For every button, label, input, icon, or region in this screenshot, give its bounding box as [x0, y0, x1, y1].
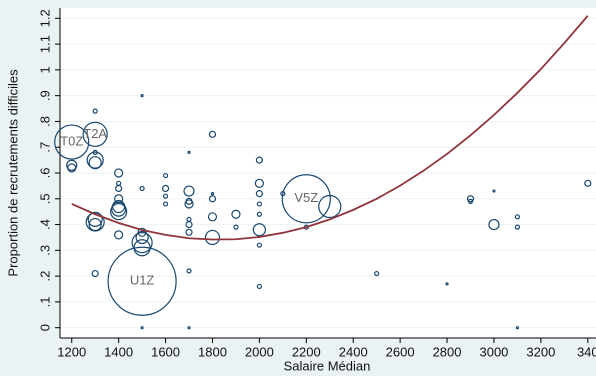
bubble: [162, 193, 169, 199]
bubble: [488, 218, 500, 231]
bubble: [514, 214, 521, 220]
bubble-label: U1Z: [130, 273, 155, 288]
bubble: [374, 270, 380, 277]
y-tick-label: .7: [37, 142, 52, 153]
bubble: [131, 232, 153, 254]
y-axis-title: Proportion de recrutements difficiles: [5, 69, 20, 277]
x-tick-label: 2000: [245, 344, 274, 359]
bubble: [107, 246, 177, 316]
bubble: [140, 326, 144, 330]
bubble: [252, 223, 266, 237]
bubble: [256, 242, 262, 248]
bubble: [67, 163, 77, 173]
y-tick-label: .1: [37, 296, 52, 307]
y-tick-label: .4: [37, 219, 52, 230]
x-tick-label: 2200: [292, 344, 321, 359]
bubble: [162, 172, 169, 179]
bubble: [54, 124, 90, 160]
bubble: [140, 94, 144, 98]
bubble: [255, 190, 263, 198]
x-tick-label: 1400: [104, 344, 133, 359]
y-tick-label: 1: [37, 66, 52, 73]
bubble: [254, 178, 264, 188]
fit-line: [71, 15, 589, 241]
y-tick-label: .5: [37, 193, 52, 204]
bubble: [466, 195, 475, 203]
bubble: [492, 189, 496, 193]
bubble: [184, 199, 194, 209]
bubble: [110, 203, 128, 221]
y-tick-label: .6: [37, 168, 52, 179]
bubble: [187, 326, 191, 330]
bubble: [281, 174, 331, 224]
bubble: [256, 283, 262, 290]
bubble: [82, 121, 108, 147]
bubble: [467, 198, 474, 204]
y-tick-label: .9: [37, 90, 52, 101]
bubble: [114, 168, 124, 178]
bubble: [210, 192, 215, 196]
x-axis-title: Salaire Médian: [284, 358, 371, 373]
x-tick-label: 3200: [526, 344, 555, 359]
bubble: [183, 185, 195, 197]
x-tick-label: 2800: [433, 344, 462, 359]
x-tick-label: 2600: [386, 344, 415, 359]
bubble: [66, 159, 78, 171]
bubble-label: T0Z: [60, 134, 83, 149]
bubble: [204, 229, 221, 246]
bubble: [161, 184, 170, 193]
bubble: [208, 130, 217, 138]
bubble: [318, 194, 342, 219]
bubble: [187, 150, 191, 154]
bubble: [255, 156, 263, 164]
bubble: [256, 211, 262, 217]
x-tick-label: 340: [577, 344, 596, 359]
y-tick-label: 0: [37, 324, 52, 331]
bubble: [185, 228, 193, 236]
bubble: [208, 195, 217, 203]
bubble: [92, 108, 98, 114]
bubble: [114, 194, 124, 204]
bubble: [256, 201, 262, 207]
bubble: [231, 209, 241, 219]
bubble: [207, 212, 218, 222]
bubble: [114, 230, 124, 240]
x-tick-label: 1200: [57, 344, 86, 359]
y-tick-label: .8: [37, 116, 52, 127]
y-tick-label: 1.2: [37, 9, 52, 27]
bubble: [186, 268, 192, 274]
bubble: [233, 224, 239, 230]
x-tick-label: 1600: [151, 344, 180, 359]
bubble: [514, 224, 521, 230]
y-tick-label: .2: [37, 271, 52, 282]
bubble: [88, 217, 102, 232]
bubble: [88, 156, 102, 170]
bubble: [139, 185, 145, 192]
x-tick-label: 1800: [198, 344, 227, 359]
bubble: [162, 201, 169, 207]
bubble: [515, 326, 520, 330]
bubble: [445, 282, 449, 286]
y-tick-label: .3: [37, 245, 52, 256]
bubble-label: T2A: [83, 126, 107, 141]
bubble: [185, 220, 193, 229]
bubble: [91, 269, 99, 278]
bubble-label: V5Z: [294, 190, 318, 205]
x-tick-label: 2400: [339, 344, 368, 359]
bubble: [135, 230, 149, 245]
bubble: [115, 184, 123, 193]
bubble: [584, 179, 592, 187]
y-tick-label: 1.1: [37, 35, 52, 53]
x-tick-label: 3000: [479, 344, 508, 359]
